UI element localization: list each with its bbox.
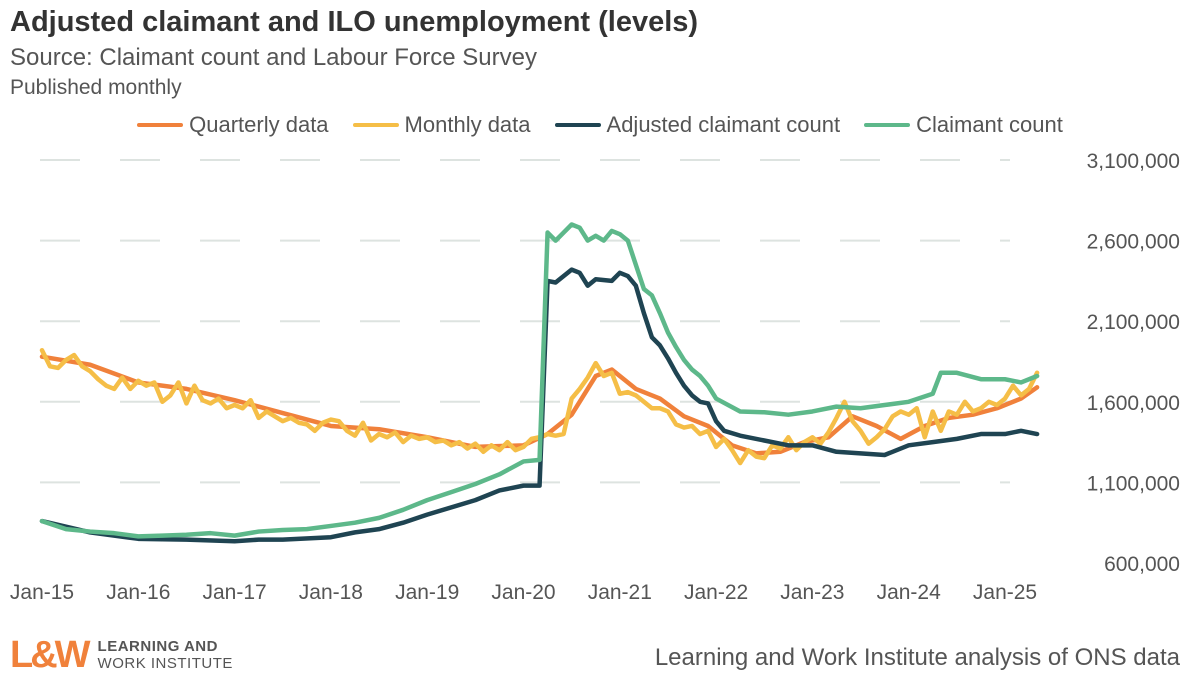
logo-line-2: WORK INSTITUTE — [97, 655, 233, 672]
x-tick-label: Jan-25 — [973, 581, 1037, 604]
frequency-note: Published monthly — [10, 76, 182, 99]
x-tick-label: Jan-24 — [877, 581, 942, 604]
legend-swatch — [864, 123, 911, 127]
legend-label: Monthly data — [404, 112, 531, 137]
legend-item: Adjusted claimant count — [554, 112, 841, 138]
legend-label: Quarterly data — [189, 112, 329, 137]
legend: Quarterly data Monthly data Adjusted claim… — [0, 112, 1200, 138]
source-note: Learning and Work Institute analysis of … — [654, 644, 1180, 671]
legend-swatch — [554, 123, 601, 127]
x-tick-label: Jan-16 — [106, 581, 170, 604]
y-tick-label: 2,600,000 — [1087, 231, 1180, 254]
chart-title: Adjusted claimant and ILO unemployment (… — [10, 6, 699, 38]
series-line-quarterly-data — [39, 354, 1040, 456]
logo-mark: L&W — [10, 634, 91, 676]
legend-item: Claimant count — [864, 112, 1063, 138]
x-tick-label: Jan-17 — [202, 581, 266, 604]
x-tick-label: Jan-21 — [588, 581, 652, 604]
x-tick-label: Jan-20 — [491, 581, 555, 604]
x-tick-label: Jan-22 — [684, 581, 748, 604]
y-tick-label: 3,100,000 — [1087, 150, 1180, 173]
series-line-adjusted-claimant-count — [39, 267, 1040, 544]
legend-item: Monthly data — [352, 112, 531, 138]
logo: L&W LEARNING AND WORK INSTITUTE — [10, 636, 233, 674]
x-tick-label: Jan-23 — [780, 581, 844, 604]
chart-subtitle: Source: Claimant count and Labour Force … — [10, 44, 537, 71]
x-tick-label: Jan-18 — [299, 581, 363, 604]
x-tick-label: Jan-15 — [10, 581, 74, 604]
legend-swatch — [352, 123, 399, 127]
legend-label: Adjusted claimant count — [606, 112, 841, 137]
y-tick-label: 2,100,000 — [1087, 311, 1180, 334]
series-line-claimant-count — [39, 222, 1040, 539]
y-tick-label: 1,600,000 — [1087, 392, 1180, 415]
legend-swatch — [137, 123, 184, 127]
y-tick-label: 1,100,000 — [1087, 472, 1180, 495]
x-tick-label: Jan-19 — [395, 581, 459, 604]
legend-item: Quarterly data — [137, 112, 329, 138]
logo-line-1: LEARNING AND — [97, 638, 218, 655]
y-tick-label: 600,000 — [1104, 553, 1180, 576]
legend-label: Claimant count — [916, 112, 1063, 137]
